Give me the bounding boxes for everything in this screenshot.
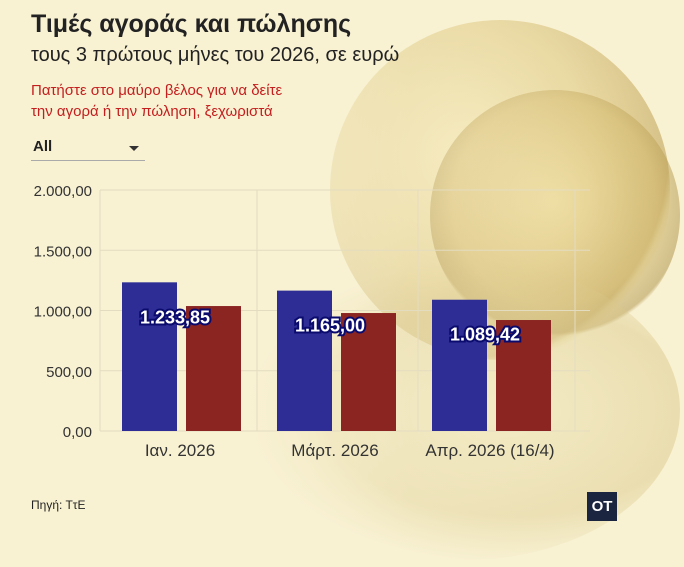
series-filter-dropdown[interactable]: All bbox=[31, 136, 145, 161]
chart-subtitle: τους 3 πρώτους μήνες του 2026, σε ευρώ bbox=[31, 44, 400, 66]
instruction-note: Πατήστε στο μαύρο βέλος για να δείτε την… bbox=[31, 80, 291, 122]
chevron-down-icon[interactable] bbox=[129, 146, 139, 151]
y-tick-label: 1.000,00 bbox=[34, 304, 92, 321]
ot-logo: OT bbox=[587, 492, 617, 521]
bar-sell bbox=[496, 320, 551, 431]
x-tick-label: Ιαν. 2026 bbox=[145, 441, 215, 460]
data-label: 1.233,85 bbox=[140, 307, 210, 327]
bar-sell bbox=[186, 306, 241, 431]
note-line: Πατήστε στο μαύρο βέλος για να δείτε bbox=[31, 82, 283, 99]
dropdown-value: All bbox=[33, 138, 53, 155]
x-tick-label: Μάρτ. 2026 bbox=[291, 441, 378, 460]
bar-sell bbox=[341, 313, 396, 431]
data-label: 1.165,00 bbox=[295, 316, 365, 336]
chart-title: Τιμές αγοράς και πώλησης bbox=[31, 10, 352, 38]
x-tick-label: Απρ. 2026 (16/4) bbox=[425, 441, 554, 460]
data-label: 1.089,42 bbox=[450, 325, 520, 345]
y-tick-label: 0,00 bbox=[63, 424, 92, 441]
y-tick-label: 500,00 bbox=[46, 364, 92, 381]
source-note: Πηγή: ΤτΕ bbox=[31, 498, 86, 512]
y-tick-label: 2.000,00 bbox=[34, 183, 92, 200]
bar-buy bbox=[277, 290, 332, 431]
y-tick-label: 1.500,00 bbox=[34, 243, 92, 260]
bar-buy bbox=[432, 299, 487, 431]
note-line: την αγορά ή την πώληση, ξεχωριστά bbox=[31, 103, 273, 120]
bar-buy bbox=[122, 282, 177, 431]
